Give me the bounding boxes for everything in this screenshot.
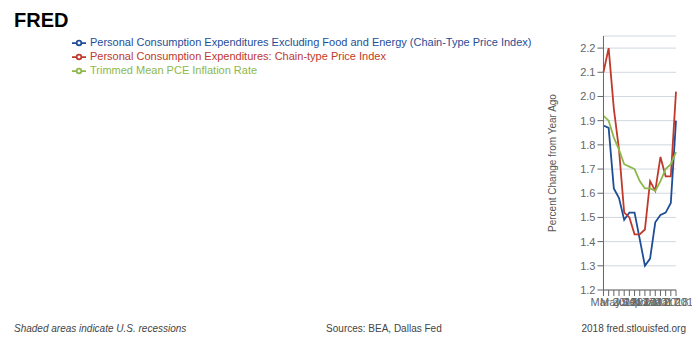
svg-text:1.6: 1.6 [580,187,595,199]
svg-text:1.3: 1.3 [580,260,595,272]
svg-text:2.1: 2.1 [580,66,595,78]
svg-text:1.5: 1.5 [580,211,595,223]
html-text:Shaded areas indicate U.S. rec: Shaded areas indicate U.S. recessions [14,323,187,334]
svg-text:Mar 2018: Mar 2018 [653,296,692,308]
html-text:Personal Consumption Expenditu: Personal Consumption Expenditures Exclud… [90,36,532,48]
svg-text:1.7: 1.7 [580,163,595,175]
html-text:Personal Consumption Expenditu: Personal Consumption Expenditures: Chain… [90,50,386,63]
html-text:FRED: FRED [14,9,69,31]
svg-text:2.2: 2.2 [580,42,595,54]
svg-text:Percent Change from Year Ago: Percent Change from Year Ago [547,94,558,232]
html-text:Sources: BEA, Dallas Fed: Sources: BEA, Dallas Fed [326,323,442,334]
svg-text:1.4: 1.4 [580,236,595,248]
svg-text:2.0: 2.0 [580,90,595,102]
svg-text:1.2: 1.2 [580,284,595,296]
svg-text:1.8: 1.8 [580,139,595,151]
html-text:2018 fred.stlouisfed.org: 2018 fred.stlouisfed.org [581,323,686,334]
html-text:Trimmed Mean PCE Inflation Rat: Trimmed Mean PCE Inflation Rate [90,64,258,77]
svg-text:1.9: 1.9 [580,115,595,127]
